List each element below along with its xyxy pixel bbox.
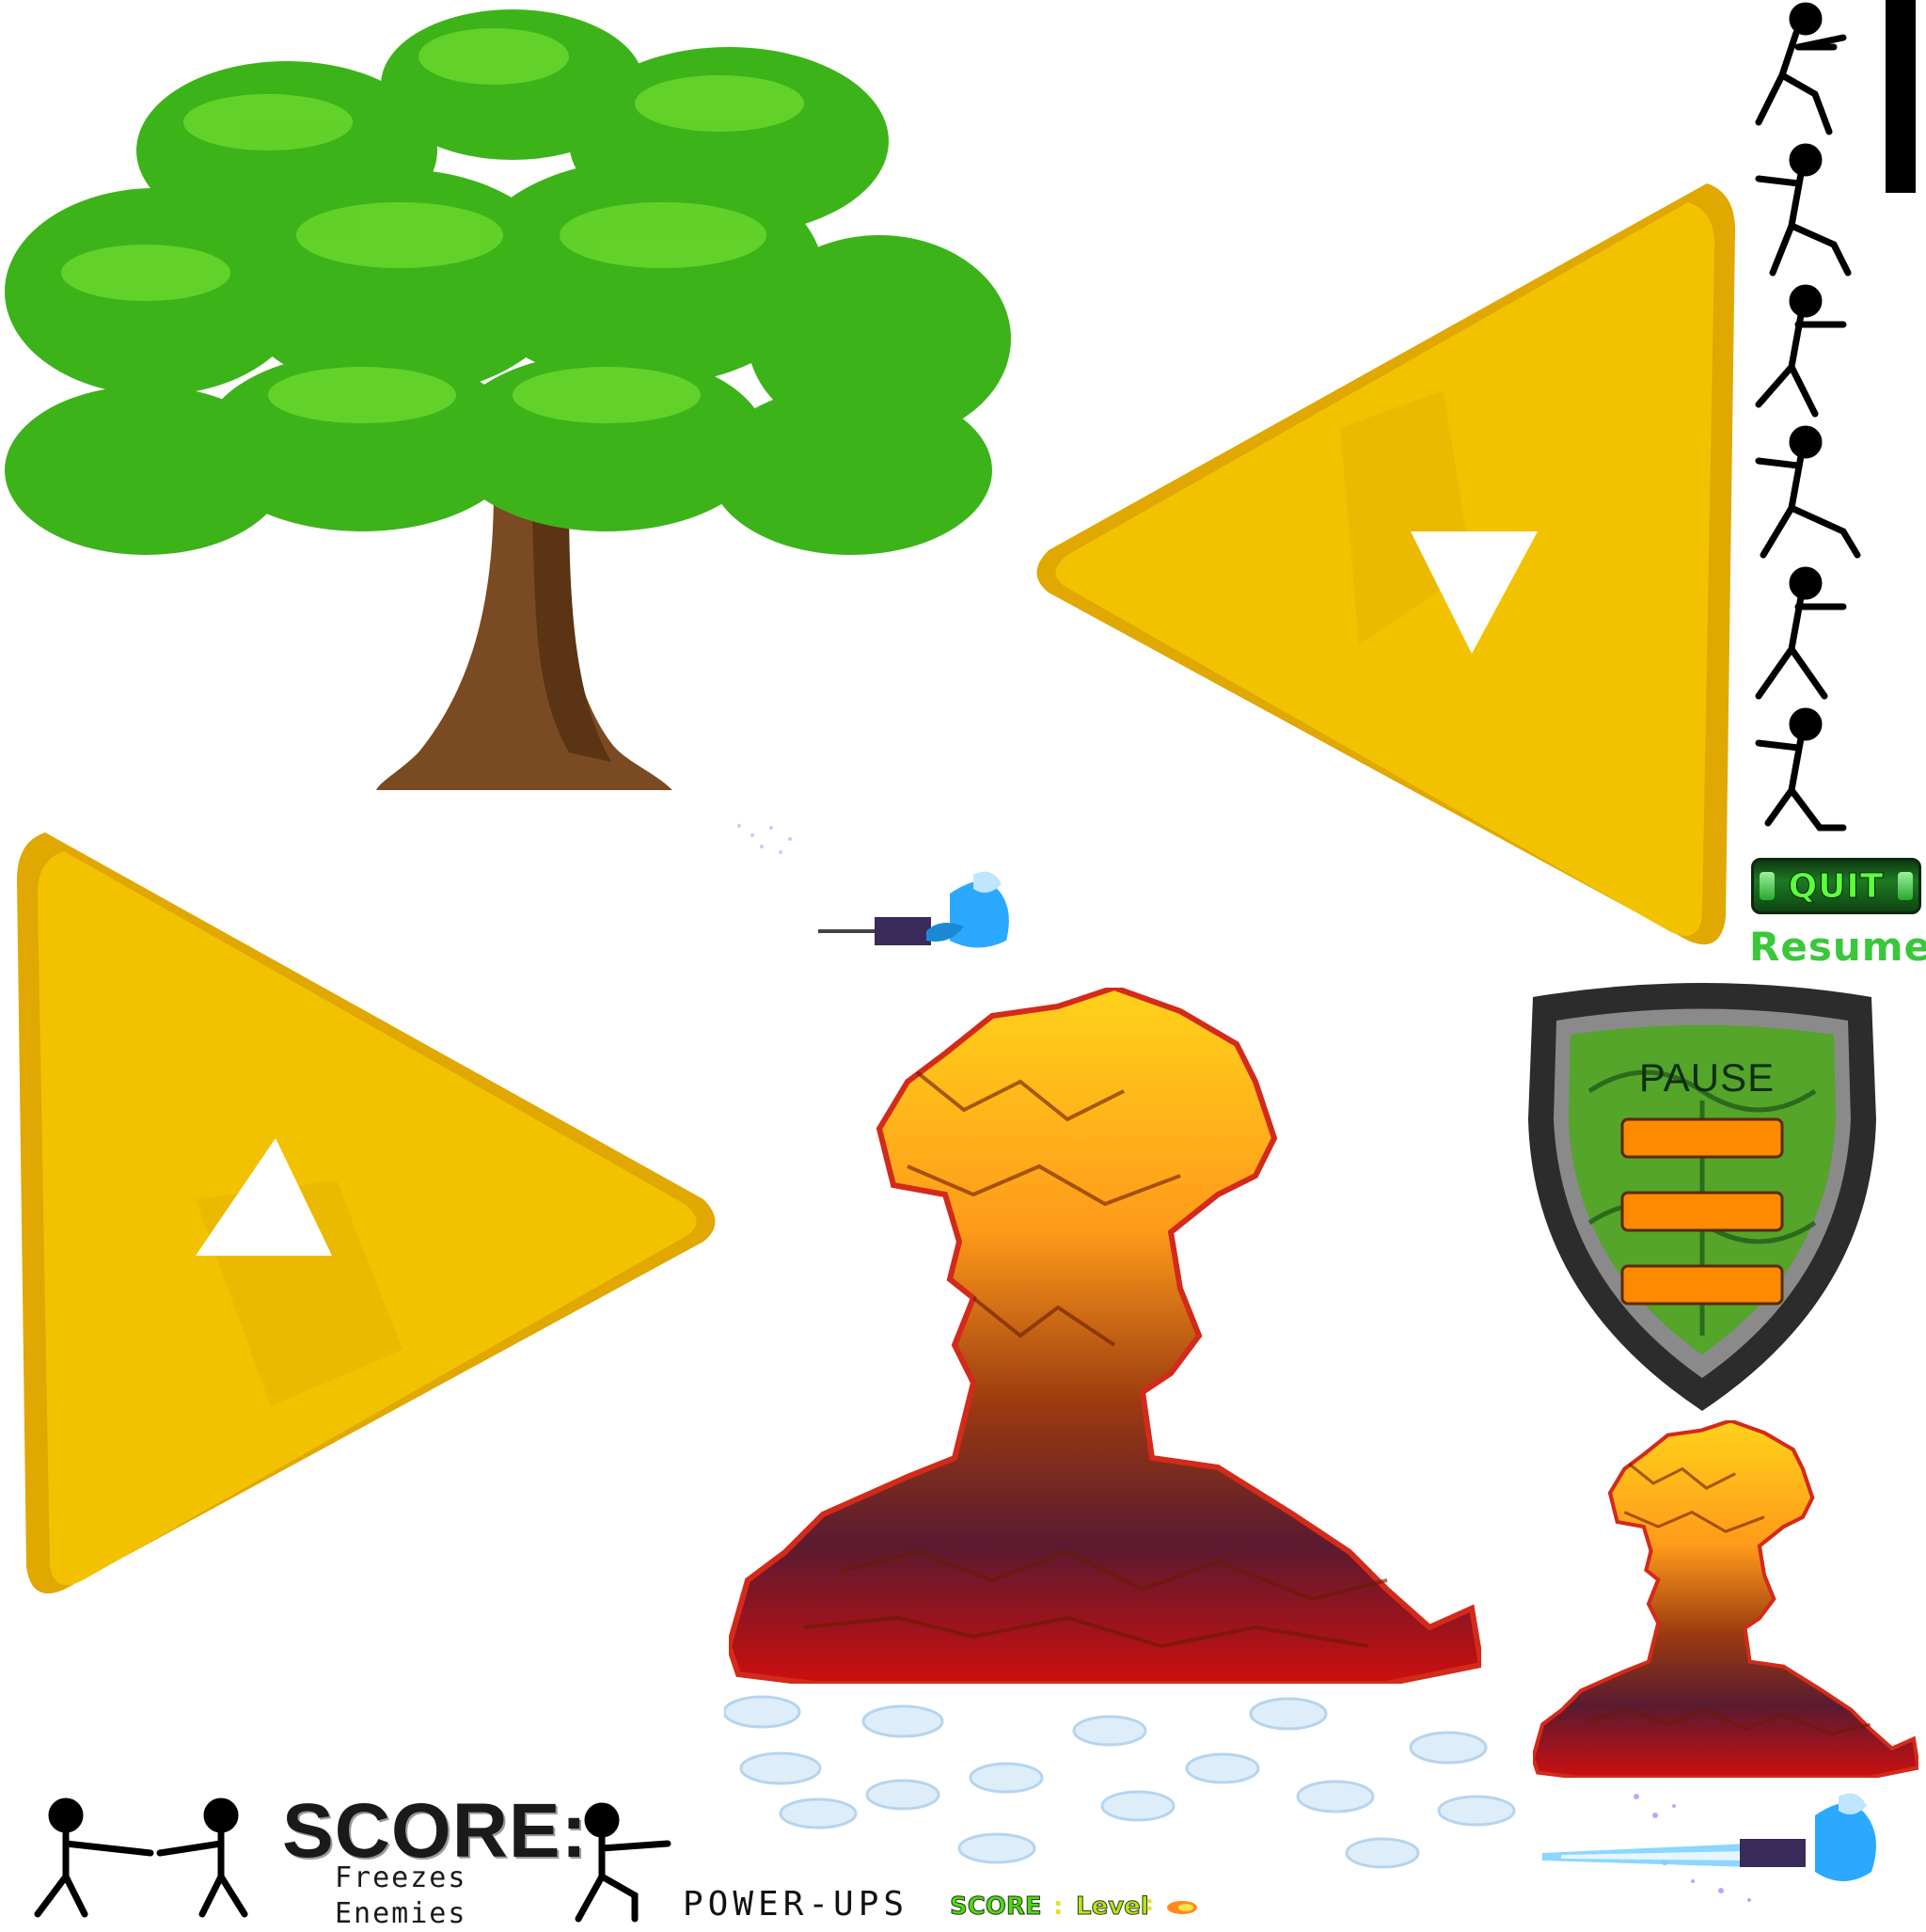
tree-highlights [61,28,804,423]
ice-mage-character-beam [1542,1793,1876,1902]
tree-trunk-shadow [531,489,611,762]
stickman-frame-3 [1755,284,1847,418]
fire-sprite-small [1167,1901,1197,1914]
resume-button[interactable]: Resume [1749,924,1926,970]
stickman-frame-5 [1755,566,1847,700]
powerup-description: Freezes Enemies [335,1861,466,1932]
tree-trunk [376,489,672,790]
level-small-label: Level [1076,1892,1150,1922]
pause-bar-1[interactable] [1620,1117,1784,1159]
explosion-large [729,988,1481,1684]
pause-shield [1528,983,1876,1411]
quit-button-cap-right [1898,872,1913,900]
triforce-hole [196,1138,332,1256]
powerups-label: POWER-UPS [683,1885,909,1924]
triforce-hole [1411,531,1538,654]
triforce-large-left [17,832,716,1594]
quit-label: QUIT [1788,866,1885,906]
powerup-description-line1: Freezes [335,1861,467,1894]
stickman-frame-6 [1755,707,1847,831]
pause-bar-2[interactable] [1620,1191,1784,1232]
powerup-description-line2: Enemies [335,1897,467,1930]
ice-mage-character [737,824,1009,948]
pause-bar-3[interactable] [1620,1264,1784,1306]
stickman-frame-1 [1755,2,1847,135]
explosion-small [1533,1420,1918,1778]
pause-title: PAUSE [1638,1055,1776,1100]
score-small-colon: : [1053,1892,1064,1921]
stickman-frame-4 [1755,425,1861,559]
tree-sprite [5,9,1011,790]
triforce-large-right [1036,183,1735,945]
score-small-label: SCORE [950,1892,1043,1922]
stickman-frame-2 [1755,143,1852,277]
stickman-kneel-shooting [575,1802,671,1923]
level-small-colon: : [1145,1892,1154,1916]
stickman-run-sequence [1755,0,1916,831]
clouds [724,1695,1516,1869]
score-title: SCORE: [282,1788,588,1874]
quit-button[interactable]: QUIT [1751,858,1921,914]
health-bar [1886,0,1916,193]
quit-button-cap-left [1760,872,1775,900]
stickman-pair-shooting [34,1797,248,1918]
